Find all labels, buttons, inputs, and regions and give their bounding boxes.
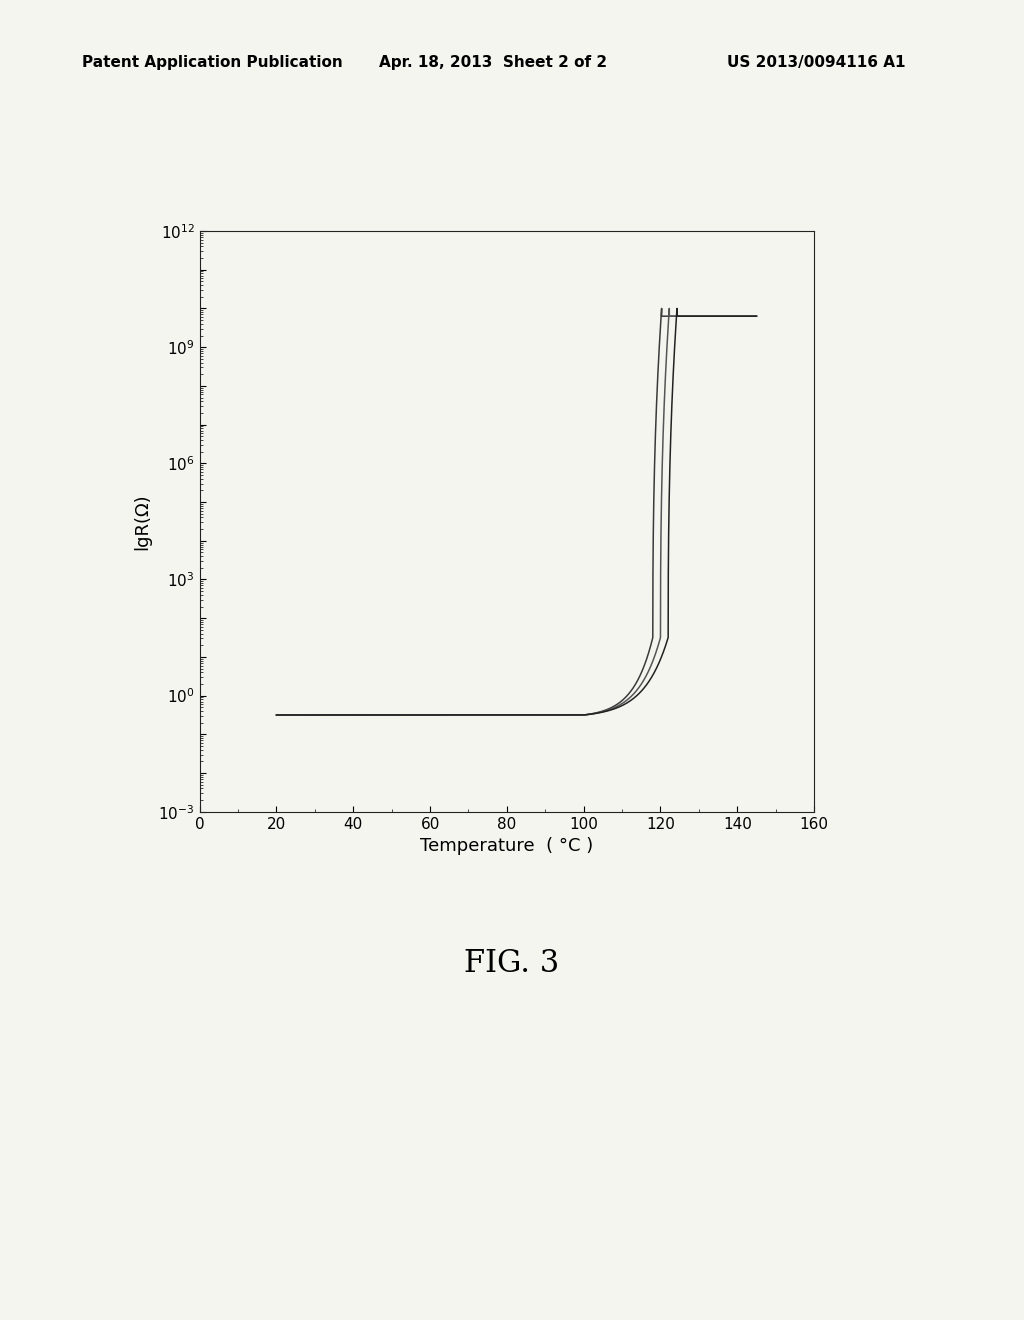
Text: Apr. 18, 2013  Sheet 2 of 2: Apr. 18, 2013 Sheet 2 of 2: [379, 55, 607, 70]
Text: Patent Application Publication: Patent Application Publication: [82, 55, 343, 70]
Text: FIG. 3: FIG. 3: [464, 948, 560, 979]
X-axis label: Temperature  ( °C ): Temperature ( °C ): [420, 837, 594, 855]
Text: US 2013/0094116 A1: US 2013/0094116 A1: [727, 55, 905, 70]
Y-axis label: lgR(Ω): lgR(Ω): [133, 494, 152, 549]
